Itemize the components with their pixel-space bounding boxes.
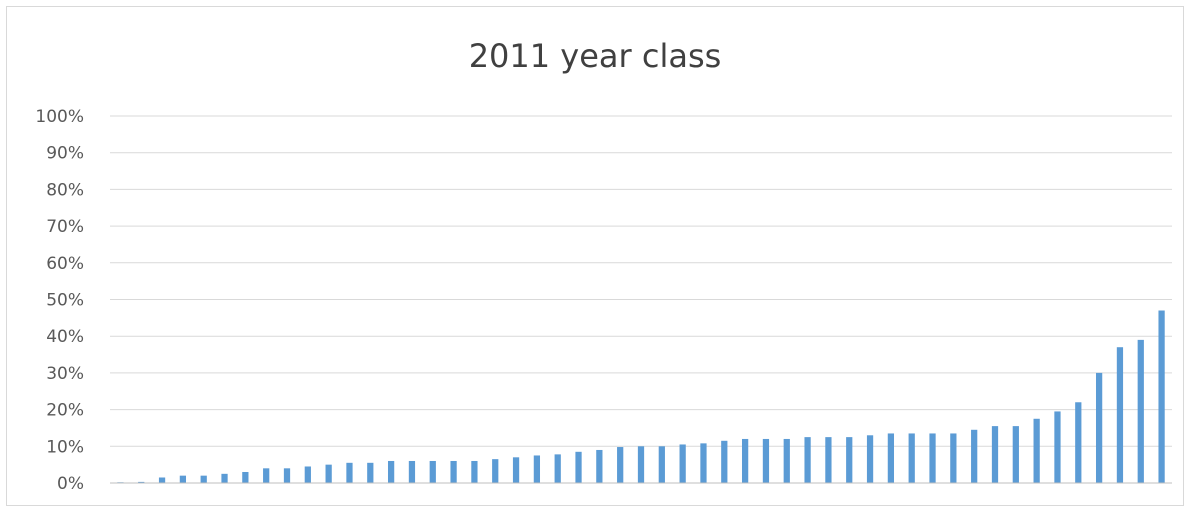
bar bbox=[179, 475, 187, 483]
bar bbox=[846, 437, 853, 483]
bar bbox=[783, 438, 790, 483]
bar bbox=[575, 451, 582, 483]
bar bbox=[929, 433, 936, 483]
bar bbox=[158, 477, 166, 483]
bar bbox=[1075, 402, 1082, 483]
y-tick-label: 40% bbox=[46, 327, 84, 347]
bar bbox=[387, 460, 395, 483]
bar bbox=[721, 440, 728, 483]
y-tick-label: 60% bbox=[46, 254, 84, 274]
bar bbox=[1116, 347, 1124, 483]
bar bbox=[825, 437, 832, 483]
bar bbox=[554, 454, 561, 483]
chart-title: 2011 year class bbox=[468, 37, 722, 75]
bar bbox=[471, 460, 478, 483]
bar bbox=[325, 464, 332, 483]
bar bbox=[492, 459, 499, 483]
bar bbox=[138, 481, 145, 483]
bar bbox=[533, 455, 541, 483]
y-tick-label: 80% bbox=[46, 180, 84, 200]
bar bbox=[700, 443, 707, 483]
bar bbox=[1137, 339, 1144, 483]
bar bbox=[1012, 426, 1019, 483]
bar bbox=[283, 468, 291, 483]
bar bbox=[1158, 310, 1165, 483]
bar bbox=[950, 433, 957, 483]
bar bbox=[1095, 372, 1103, 483]
y-axis-tick-labels: 0% 10% 20% 30% 40% 50% 60% 70% 80% 90% 100% bbox=[35, 107, 84, 494]
bar bbox=[512, 457, 520, 483]
bar bbox=[762, 438, 770, 483]
bar bbox=[450, 460, 457, 483]
gridlines bbox=[110, 115, 1172, 447]
bar bbox=[221, 473, 228, 483]
bar bbox=[263, 468, 270, 483]
y-tick-label: 90% bbox=[46, 144, 84, 164]
bar bbox=[1054, 411, 1061, 483]
bar bbox=[1033, 418, 1040, 483]
y-tick-label: 50% bbox=[46, 291, 84, 311]
bar bbox=[304, 466, 311, 483]
bar bbox=[658, 446, 665, 483]
y-tick-label: 30% bbox=[46, 364, 84, 384]
y-tick-label: 70% bbox=[46, 217, 84, 237]
bar bbox=[242, 471, 249, 483]
bar bbox=[991, 426, 999, 483]
y-tick-label: 100% bbox=[35, 107, 84, 127]
bar bbox=[429, 460, 436, 483]
bar bbox=[741, 438, 749, 483]
y-tick-label: 20% bbox=[46, 401, 84, 421]
bar bbox=[866, 435, 874, 483]
y-tick-label: 0% bbox=[57, 474, 84, 494]
bar bbox=[971, 429, 978, 483]
bar bbox=[637, 446, 645, 483]
bar bbox=[346, 462, 353, 483]
bar bbox=[200, 475, 207, 483]
bar bbox=[679, 444, 686, 483]
chart-frame: 2011 year class bbox=[6, 6, 1184, 506]
bar bbox=[887, 433, 895, 483]
bar bbox=[596, 449, 603, 483]
bar bbox=[367, 462, 374, 483]
bar bbox=[408, 460, 416, 483]
bar bbox=[908, 433, 915, 483]
y-tick-label: 10% bbox=[46, 437, 84, 457]
bar bbox=[617, 447, 624, 483]
bars bbox=[117, 310, 1165, 484]
bar bbox=[804, 437, 811, 483]
